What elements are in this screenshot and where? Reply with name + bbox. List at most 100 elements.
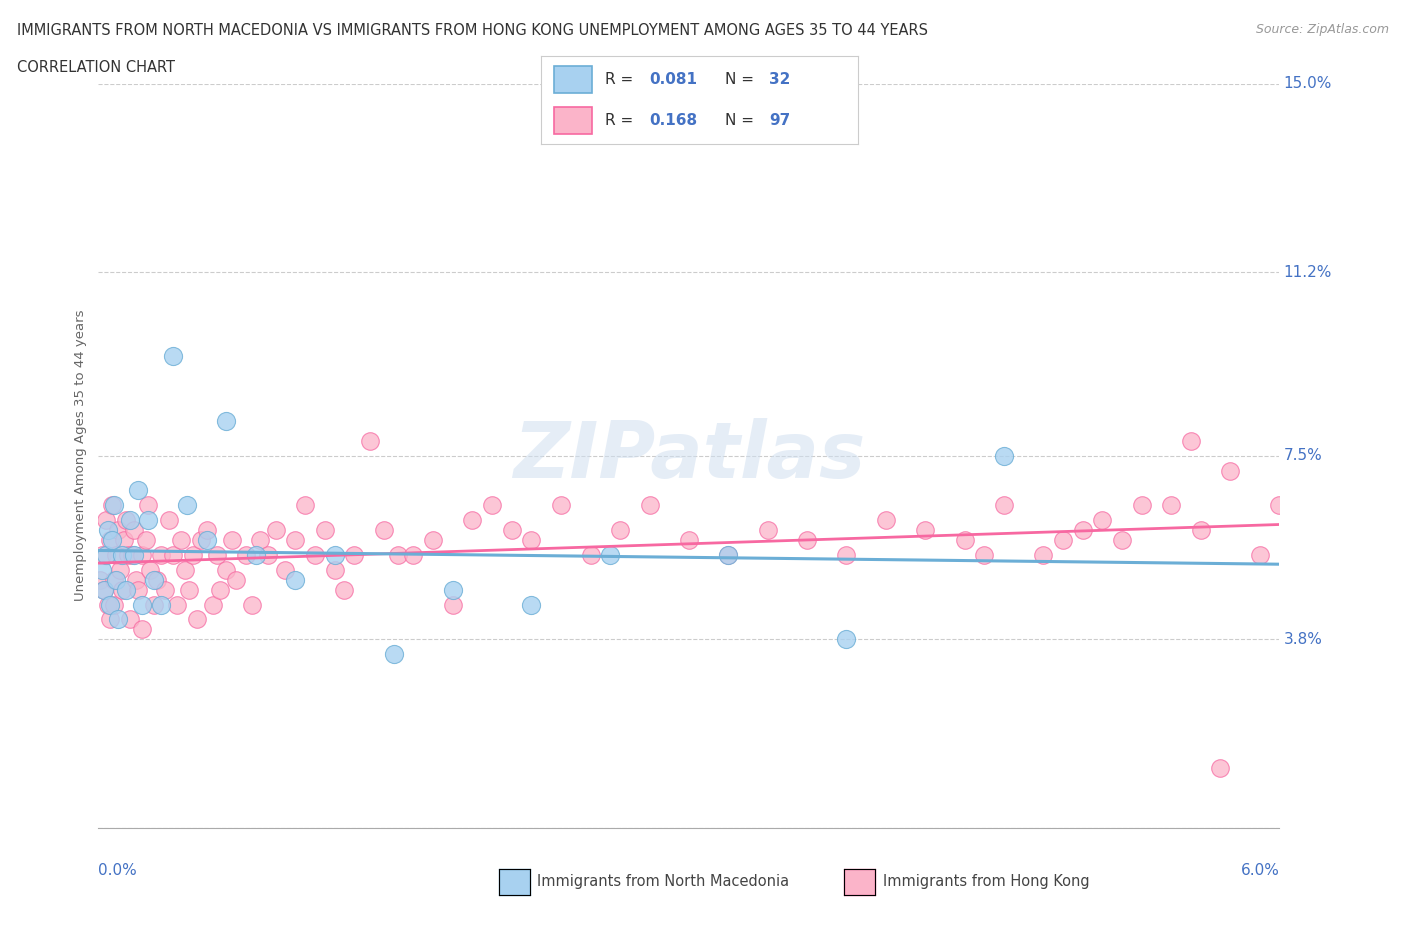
Point [186,612,208,627]
Point [284,533,307,548]
Point [93,582,115,597]
Point [162,349,184,364]
Point [973,548,995,563]
Point [1209,761,1232,776]
Point [1268,498,1291,512]
Point [501,523,523,538]
Point [91,548,114,563]
Text: 0.168: 0.168 [650,113,697,127]
Point [1071,523,1094,538]
Point [91,563,114,578]
Point [304,548,326,563]
Point [284,572,307,587]
Point [914,523,936,538]
Point [461,512,484,527]
Point [107,523,129,538]
Point [103,597,125,612]
Point [359,433,381,448]
Point [146,572,169,587]
Point [314,523,336,538]
Point [142,597,165,612]
Point [98,612,121,627]
Point [373,523,395,538]
Text: Source: ZipAtlas.com: Source: ZipAtlas.com [1256,23,1389,36]
Point [402,548,425,563]
Point [105,572,128,587]
Point [155,582,177,597]
Point [131,622,153,637]
Point [150,548,173,563]
Point [131,548,153,563]
Point [481,498,503,512]
Point [101,498,124,512]
Point [209,582,232,597]
Point [118,512,141,527]
Text: R =: R = [605,113,638,127]
Point [205,548,228,563]
Text: N =: N = [725,73,759,87]
Text: 15.0%: 15.0% [1284,76,1331,91]
Y-axis label: Unemployment Among Ages 35 to 44 years: Unemployment Among Ages 35 to 44 years [75,310,87,602]
Point [264,523,287,538]
Point [111,582,134,597]
Point [96,548,118,563]
Text: 0.081: 0.081 [650,73,697,87]
Point [717,548,740,563]
Point [245,548,267,563]
Text: Immigrants from Hong Kong: Immigrants from Hong Kong [883,874,1090,889]
Point [678,533,700,548]
Point [274,563,297,578]
Point [1160,498,1182,512]
Point [441,582,464,597]
Point [225,572,247,587]
Point [162,548,184,563]
Point [520,597,543,612]
Text: 7.5%: 7.5% [1284,448,1323,463]
Text: 11.2%: 11.2% [1284,265,1331,280]
Point [835,631,858,646]
Point [93,582,115,597]
Point [1032,548,1054,563]
Point [136,512,159,527]
Point [579,548,602,563]
Point [235,548,257,563]
Point [125,572,148,587]
Point [166,597,188,612]
Point [115,512,138,527]
Point [122,548,145,563]
Point [101,533,124,548]
Point [115,582,138,597]
Point [382,646,405,661]
Point [103,498,125,512]
Point [107,612,129,627]
Text: 6.0%: 6.0% [1240,863,1279,878]
Point [875,512,897,527]
Point [121,548,143,563]
Point [1091,512,1114,527]
Point [108,563,131,578]
Point [638,498,661,512]
Point [240,597,263,612]
Point [1249,548,1271,563]
Point [177,582,200,597]
Point [550,498,572,512]
Point [1111,533,1133,548]
Point [96,512,118,527]
Point [1189,523,1212,538]
Point [136,498,159,512]
Point [142,572,165,587]
Point [98,597,121,612]
Point [835,548,858,563]
Point [333,582,356,597]
Point [98,533,121,548]
Point [1130,498,1153,512]
Text: 3.8%: 3.8% [1284,631,1323,646]
Point [1052,533,1074,548]
Point [323,548,346,563]
Point [89,572,111,587]
Point [1219,463,1241,478]
Point [221,533,243,548]
FancyBboxPatch shape [554,107,592,134]
Point [170,533,193,548]
Point [127,483,149,498]
